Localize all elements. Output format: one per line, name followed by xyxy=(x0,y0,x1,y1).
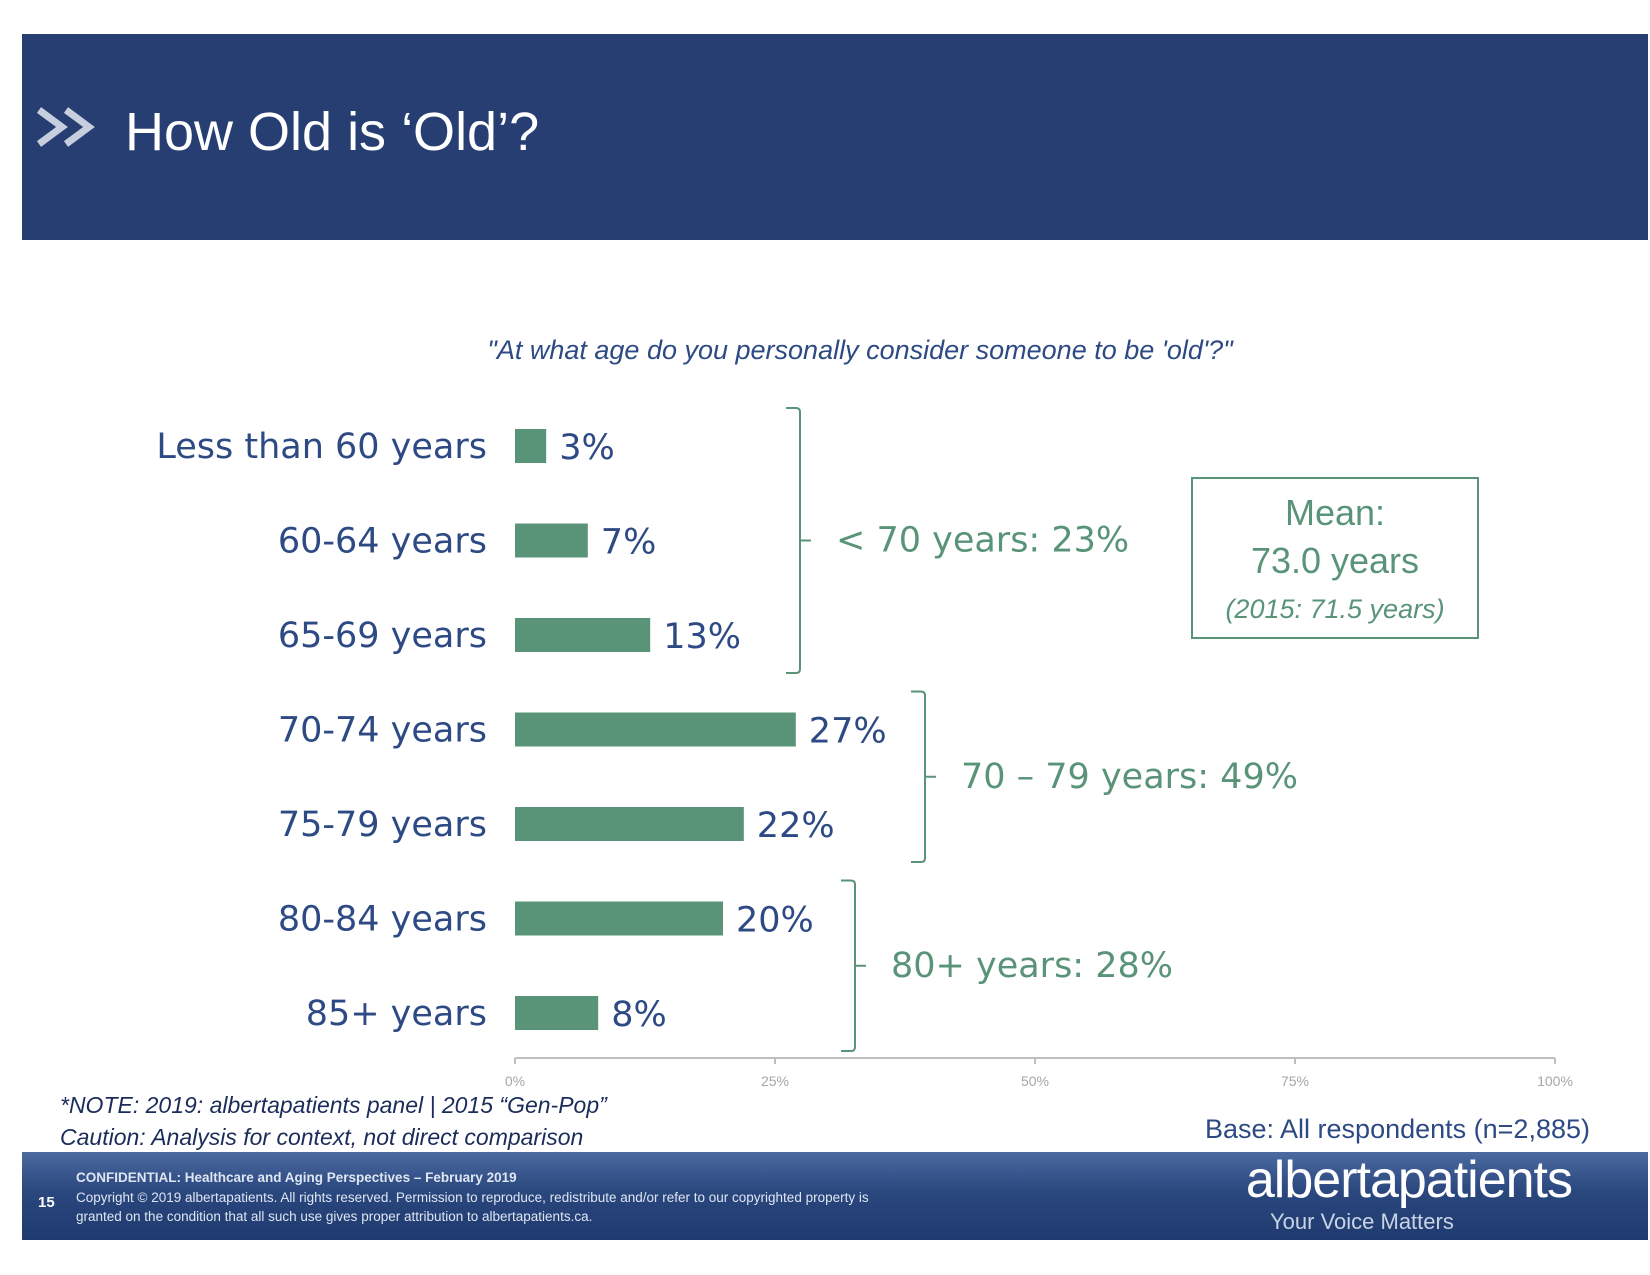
double-chevron-icon xyxy=(36,107,95,147)
mean-previous-value: (2015: 71.5 years) xyxy=(1225,594,1445,624)
group-bracket xyxy=(911,690,936,863)
brand-tagline: Your Voice Matters xyxy=(1270,1209,1454,1234)
bar xyxy=(515,901,723,936)
page-number: 15 xyxy=(38,1194,55,1211)
mean-value: 73.0 years xyxy=(1250,540,1420,581)
bar xyxy=(515,618,651,652)
category-label: 60-64 years xyxy=(278,522,487,562)
group-label: < 70 years: 23% xyxy=(836,521,1129,561)
brand-logo: albertapatients xyxy=(1245,1151,1573,1209)
note-caution: Caution: Analysis for context, not direc… xyxy=(60,1124,584,1150)
mean-box: Mean: 73.0 years (2015: 71.5 years) xyxy=(1191,477,1479,639)
value-label: 27% xyxy=(809,712,887,752)
category-label: Less than 60 years xyxy=(156,427,487,467)
group-label: 80+ years: 28% xyxy=(891,946,1173,986)
value-label: 20% xyxy=(736,901,814,941)
value-label: 3% xyxy=(559,428,615,468)
value-label: 13% xyxy=(663,617,741,657)
category-label: 70-74 years xyxy=(278,711,487,751)
footer-band xyxy=(22,1152,1648,1240)
footer-copyright-line2: granted on the condition that all such u… xyxy=(76,1209,593,1224)
x-tick-label: 0% xyxy=(505,1073,525,1089)
header-band xyxy=(22,34,1648,240)
chart-question: "At what age do you personally consider … xyxy=(487,335,1233,365)
value-label: 22% xyxy=(757,806,835,846)
category-label: 85+ years xyxy=(306,994,487,1034)
value-label: 8% xyxy=(611,995,667,1035)
group-bracket xyxy=(841,879,866,1052)
bar xyxy=(515,996,599,1030)
footer-confidential: CONFIDENTIAL: Healthcare and Aging Persp… xyxy=(76,1170,517,1185)
bar xyxy=(515,807,744,841)
mean-label: Mean: xyxy=(1284,492,1386,533)
category-label: 80-84 years xyxy=(278,900,487,940)
x-tick-label: 25% xyxy=(761,1073,789,1089)
footer-copyright-line1: Copyright © 2019 albertapatients. All ri… xyxy=(76,1190,869,1205)
group-bracket xyxy=(786,407,811,674)
x-tick-label: 100% xyxy=(1537,1073,1573,1089)
x-tick-label: 50% xyxy=(1021,1073,1049,1089)
bar xyxy=(515,712,796,747)
category-label: 65-69 years xyxy=(278,616,487,656)
bar xyxy=(515,429,547,463)
base-respondents: Base: All respondents (n=2,885) xyxy=(1204,1114,1590,1144)
note-source: *NOTE: 2019: albertapatients panel | 201… xyxy=(60,1092,607,1118)
bar xyxy=(515,523,588,558)
value-label: 7% xyxy=(601,523,657,563)
page-title: How Old is ‘Old’? xyxy=(125,102,540,162)
group-label: 70 – 79 years: 49% xyxy=(961,757,1298,797)
category-label: 75-79 years xyxy=(278,805,487,845)
x-tick-label: 75% xyxy=(1281,1073,1309,1089)
